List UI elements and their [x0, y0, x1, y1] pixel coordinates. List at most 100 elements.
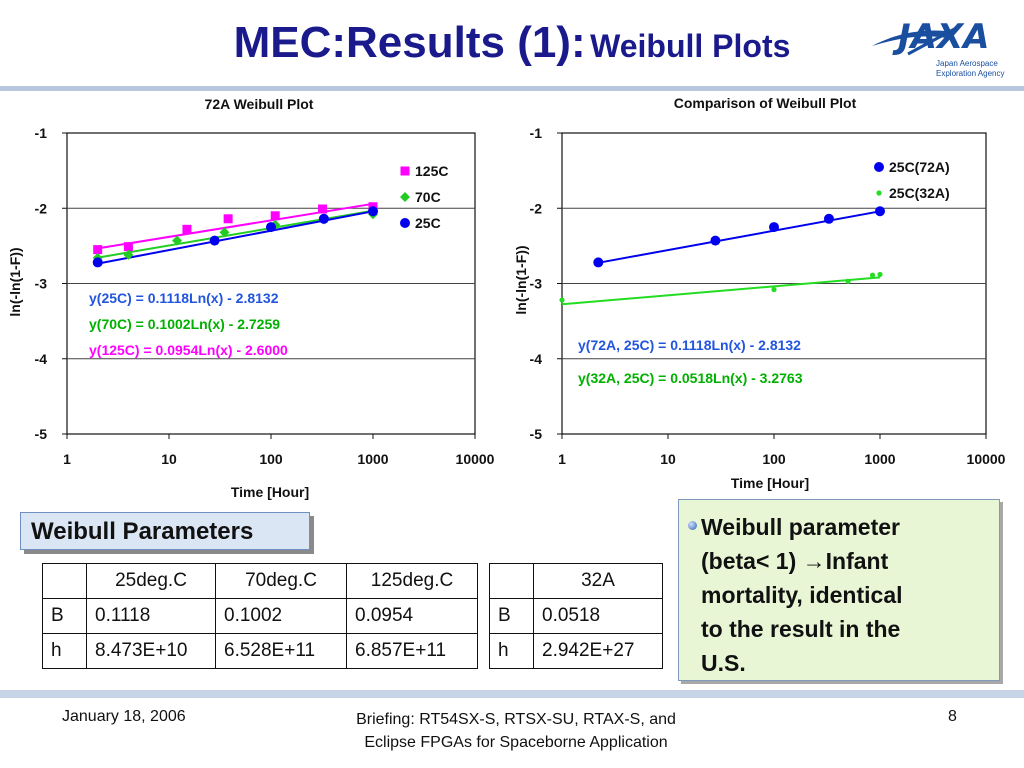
legend-marker	[874, 162, 884, 172]
note-line-2b: Infant	[825, 548, 889, 574]
data-point	[869, 272, 876, 278]
data-point	[318, 204, 328, 214]
y-tick-label: -1	[530, 125, 543, 141]
footer-page-number: 8	[948, 708, 957, 725]
x-axis-label: Time [Hour]	[731, 475, 809, 491]
slide-title-main: MEC:Results (1):	[233, 18, 586, 67]
data-point	[823, 213, 834, 224]
logo-caption-2: Exploration Agency	[936, 69, 1005, 78]
x-tick-label: 1000	[864, 451, 895, 467]
data-point	[270, 211, 280, 221]
y-axis-label: ln(-ln(1-F))	[7, 247, 23, 316]
header-band	[0, 86, 1024, 91]
table-cell: 6.528E+11	[215, 633, 347, 669]
table-header-row: 32A	[489, 563, 663, 599]
x-tick-label: 10000	[456, 451, 495, 467]
note-text: Weibull parameter (beta< 1) →Infant mort…	[701, 510, 991, 680]
y-tick-label: -5	[530, 426, 543, 442]
table-header-cell: 32A	[533, 563, 663, 599]
table-header-cell: 70deg.C	[215, 563, 347, 599]
footer-date: January 18, 2006	[62, 708, 186, 725]
footer-briefing-line-1: Briefing: RT54SX-S, RTSX-SU, RTAX-S, and	[356, 711, 676, 728]
table-cell: 0.1002	[215, 598, 347, 634]
chart-72a-weibull: -1 -2 -3 -4 -5 1 10 100 1000 10000 72A Weibull Plo…	[0, 92, 512, 502]
note-line-4: to the result in the	[701, 616, 901, 642]
weibull-parameters-table: 25deg.C 70deg.C 125deg.C B 0.1118 0.1002…	[42, 563, 478, 669]
table-cell: 8.473E+10	[86, 633, 216, 669]
y-tick-label: -3	[530, 276, 543, 292]
table-header-cell	[489, 563, 534, 599]
x-tick-label: 100	[259, 451, 283, 467]
slide-title: MEC:Results (1): Weibull Plots	[0, 18, 1024, 68]
data-point	[92, 257, 103, 268]
x-tick-label: 1	[63, 451, 71, 467]
table-cell: B	[42, 598, 87, 634]
y-tick-label: -2	[35, 200, 48, 216]
data-point	[266, 222, 276, 233]
data-point	[318, 213, 329, 224]
chart-title: 72A Weibull Plot	[205, 96, 314, 112]
footer-briefing: Briefing: RT54SX-S, RTSX-SU, RTAX-S, and…	[300, 708, 732, 754]
data-point	[123, 249, 134, 260]
fit-equation-label: y(25C) = 0.1118Ln(x) - 2.8132	[89, 290, 279, 306]
x-tick-label: 1000	[357, 451, 388, 467]
weibull-32a-table: 32A B 0.0518 h 2.942E+27	[489, 563, 663, 669]
y-tick-label: -3	[35, 276, 48, 292]
y-axis-label: ln(-ln(1-F))	[513, 245, 529, 314]
footer-band	[0, 690, 1024, 698]
data-point	[593, 257, 604, 268]
table-cell: h	[42, 633, 87, 669]
legend-marker	[400, 192, 410, 202]
chart-comparison-svg: -1 -2 -3 -4 -5 1 10 100 1000 10000 Comparison of W…	[513, 95, 1006, 491]
note-line-3: mortality, identical	[701, 582, 903, 608]
table-row: h 2.942E+27	[489, 633, 663, 669]
logo-text: JAXA	[892, 17, 990, 57]
logo-streak-icon	[907, 24, 961, 56]
x-tick-label: 10000	[967, 451, 1006, 467]
table-cell: 2.942E+27	[533, 633, 663, 669]
legend-label: 25C	[415, 215, 441, 231]
data-point	[368, 206, 378, 217]
x-tick-label: 100	[762, 451, 786, 467]
chart-comparison-weibull: -1 -2 -3 -4 -5 1 10 100 1000 10000 Comparison of W…	[512, 92, 1024, 502]
legend-marker	[400, 166, 410, 176]
data-point	[769, 222, 779, 233]
data-point	[845, 278, 851, 284]
table-cell: 0.0954	[346, 598, 478, 634]
data-point	[219, 227, 230, 238]
table-cell: h	[489, 633, 534, 669]
weibull-note-box: Weibull parameter (beta< 1) →Infant mort…	[678, 499, 1000, 681]
y-tick-label: -4	[35, 351, 48, 367]
table-header-cell: 125deg.C	[346, 563, 478, 599]
fit-line	[561, 276, 881, 306]
fit-equation-label: y(70C) = 0.1002Ln(x) - 2.7259	[89, 316, 280, 332]
table-cell: 0.1118	[86, 598, 216, 634]
data-point	[182, 224, 192, 234]
x-tick-label: 10	[161, 451, 177, 467]
weibull-parameters-label: Weibull Parameters	[20, 512, 310, 550]
table-header-cell: 25deg.C	[86, 563, 216, 599]
table-cell: 6.857E+11	[346, 633, 478, 669]
data-point	[93, 245, 103, 255]
data-point	[710, 235, 721, 246]
data-point	[123, 242, 133, 252]
table-cell: 0.0518	[533, 598, 663, 634]
fit-equation-label: y(72A, 25C) = 0.1118Ln(x) - 2.8132	[578, 337, 801, 353]
data-point	[559, 297, 565, 303]
data-point	[875, 206, 885, 217]
slide-title-sub: Weibull Plots	[590, 28, 791, 64]
table-row: h 8.473E+10 6.528E+11 6.857E+11	[42, 633, 478, 669]
bullet-icon	[688, 521, 697, 530]
legend-label: 125C	[415, 163, 448, 179]
legend-label: 25C(32A)	[889, 185, 950, 201]
table-row: B 0.1118 0.1002 0.0954	[42, 598, 478, 634]
x-axis-label: Time [Hour]	[231, 484, 309, 500]
fit-equation-label: y(32A, 25C) = 0.0518Ln(x) - 3.2763	[578, 370, 803, 386]
y-tick-label: -4	[530, 351, 543, 367]
logo-caption-1: Japan Aerospace	[936, 59, 998, 68]
y-tick-label: -5	[35, 426, 48, 442]
y-tick-label: -2	[530, 200, 543, 216]
data-point	[223, 214, 233, 224]
jaxa-logo: JAXA Japan Aerospace Exploration Agency	[868, 2, 1018, 88]
data-point	[209, 235, 220, 246]
